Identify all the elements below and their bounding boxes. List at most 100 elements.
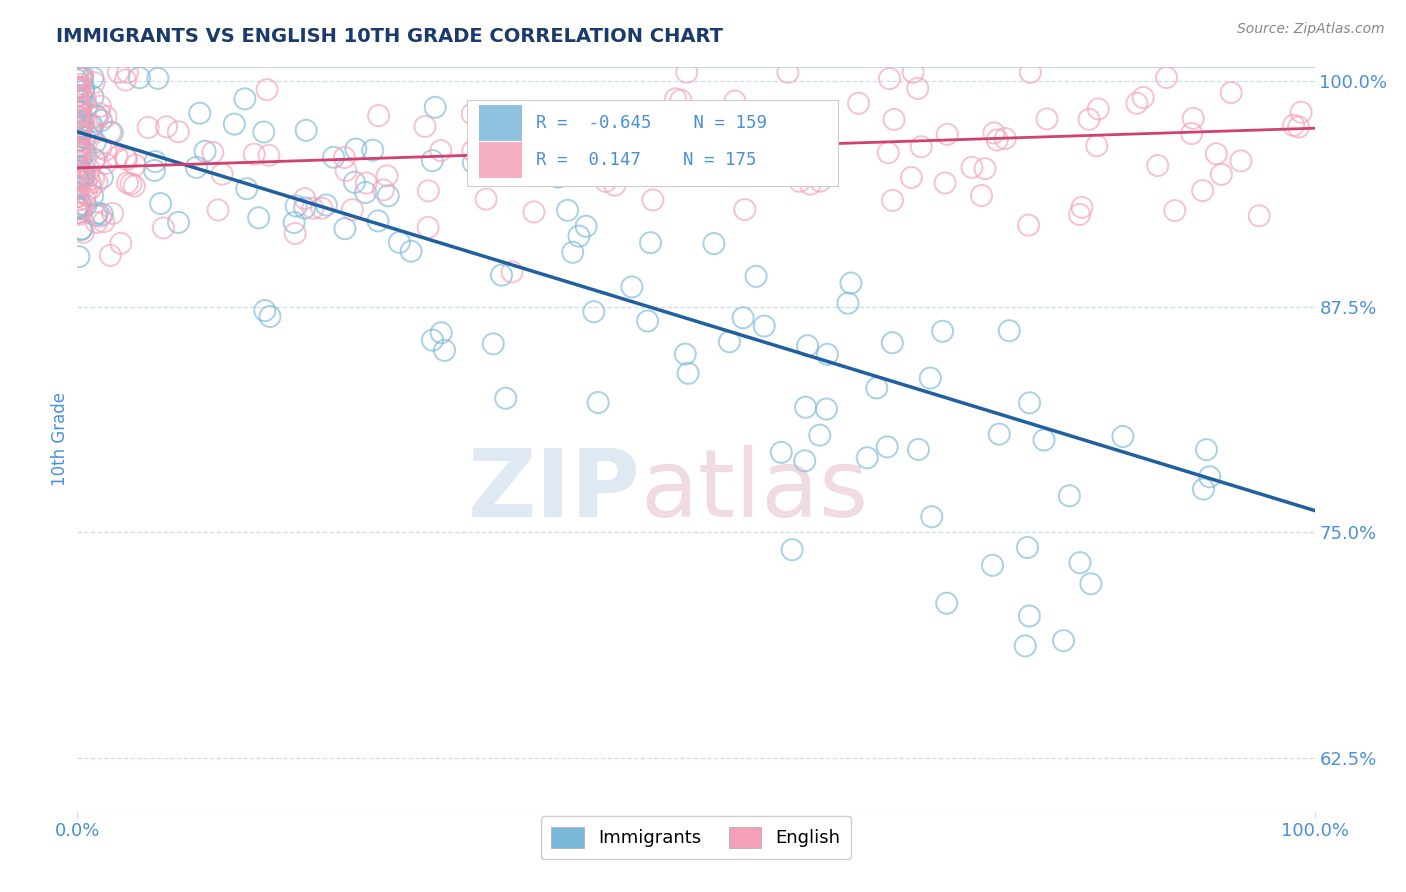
Point — [388, 235, 411, 250]
Y-axis label: 10th Grade: 10th Grade — [51, 392, 69, 486]
Point — [94, 143, 117, 157]
Point — [770, 445, 793, 459]
Point — [83, 172, 105, 186]
Point — [333, 151, 356, 165]
Point — [115, 153, 138, 167]
Point — [69, 104, 91, 119]
Point — [70, 166, 93, 180]
Point — [478, 161, 501, 175]
Point — [620, 280, 643, 294]
Point — [503, 146, 526, 161]
Point — [75, 92, 97, 106]
Point — [1069, 556, 1091, 570]
Point — [69, 71, 91, 86]
Point — [89, 106, 111, 120]
Point — [1198, 470, 1220, 484]
Point — [284, 227, 307, 241]
Point — [1164, 203, 1187, 218]
Point — [66, 145, 89, 159]
Point — [1017, 541, 1039, 555]
Point — [257, 148, 280, 162]
Point — [152, 220, 174, 235]
Point — [66, 160, 89, 174]
Point — [315, 198, 337, 212]
Point — [1078, 112, 1101, 127]
Point — [295, 123, 318, 137]
Point — [1018, 609, 1040, 624]
FancyBboxPatch shape — [467, 101, 838, 186]
Point — [201, 145, 224, 160]
Legend: Immigrants, English: Immigrants, English — [540, 816, 852, 859]
Point — [568, 229, 591, 244]
Point — [194, 145, 217, 159]
Point — [877, 145, 900, 160]
Point — [495, 391, 517, 405]
Point — [367, 214, 389, 228]
Point — [429, 144, 451, 158]
Point — [361, 143, 384, 157]
Point — [72, 68, 94, 82]
Point — [557, 203, 579, 218]
Point — [67, 201, 90, 215]
Point — [124, 158, 146, 172]
Point — [461, 144, 484, 158]
Point — [79, 119, 101, 133]
Point — [73, 172, 96, 186]
Point — [970, 188, 993, 202]
Point — [461, 107, 484, 121]
Point — [76, 128, 98, 143]
Point — [66, 153, 89, 168]
Point — [70, 116, 93, 130]
Point — [1069, 207, 1091, 221]
Point — [124, 179, 146, 194]
Point — [211, 167, 233, 181]
Point — [72, 93, 94, 107]
Point — [1249, 209, 1271, 223]
Point — [1033, 433, 1056, 447]
Point — [799, 177, 821, 191]
Point — [143, 154, 166, 169]
Point — [754, 319, 776, 334]
Point — [673, 347, 696, 361]
Point — [463, 155, 485, 169]
Point — [66, 88, 89, 103]
Point — [780, 542, 803, 557]
Point — [934, 176, 956, 190]
Point — [1059, 489, 1081, 503]
Point — [69, 95, 91, 109]
Point — [413, 120, 436, 134]
Point — [66, 126, 89, 140]
Point — [79, 176, 101, 190]
Point — [1146, 159, 1168, 173]
Point — [67, 122, 90, 136]
Point — [69, 128, 91, 142]
Point — [143, 163, 166, 178]
Point — [84, 153, 107, 167]
Text: ZIP: ZIP — [467, 445, 640, 538]
Text: atlas: atlas — [640, 445, 869, 538]
Point — [66, 134, 89, 148]
Point — [72, 84, 94, 98]
Point — [1087, 102, 1109, 116]
Point — [90, 113, 112, 128]
Point — [910, 140, 932, 154]
Point — [399, 244, 422, 259]
Point — [247, 211, 270, 225]
Point — [1191, 184, 1213, 198]
Point — [233, 92, 256, 106]
Point — [188, 106, 211, 120]
Point — [73, 192, 96, 206]
Point — [69, 77, 91, 91]
Point — [837, 296, 859, 310]
Point — [253, 303, 276, 318]
Point — [253, 125, 276, 139]
Point — [66, 96, 89, 111]
Point — [856, 450, 879, 465]
Point — [114, 73, 136, 87]
Point — [354, 186, 377, 200]
Point — [494, 125, 516, 139]
Point — [882, 335, 904, 350]
Point — [839, 276, 862, 290]
Point — [69, 120, 91, 134]
Point — [343, 175, 366, 189]
